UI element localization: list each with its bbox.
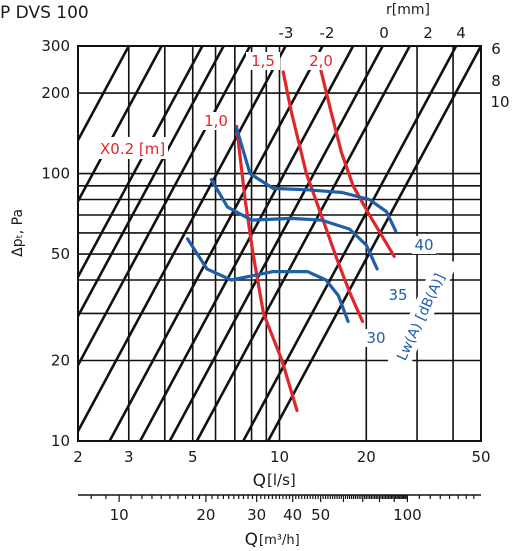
x2-tick-label: 40 xyxy=(283,506,302,524)
sound-label-bg xyxy=(386,286,410,304)
damper-label: 10 xyxy=(490,93,509,111)
x-tick-label: 5 xyxy=(188,448,198,466)
sound-curve xyxy=(186,237,350,323)
x2-tick-label: 50 xyxy=(311,506,330,524)
x2-axis-unit: [m³/h] xyxy=(259,533,300,548)
sound-curve xyxy=(209,177,379,271)
top-axis-label: r[mm] xyxy=(386,2,430,18)
damper-line xyxy=(78,46,252,368)
damper-label: 4 xyxy=(456,24,466,42)
y-axis-label: Δpₜ, Pa xyxy=(10,209,26,257)
sound-curve-label: 30 xyxy=(366,329,385,347)
x-tick-label: 2 xyxy=(73,448,83,466)
damper-line xyxy=(78,46,130,143)
throw-label-bg xyxy=(246,52,280,70)
plot-frame xyxy=(77,45,482,442)
x-tick-label: 10 xyxy=(270,448,289,466)
damper-line xyxy=(139,46,355,441)
y-tick-label: 100 xyxy=(41,165,70,183)
y-tick-label: 50 xyxy=(51,245,70,263)
sound-label-bg xyxy=(364,329,388,347)
y-tick-label: 300 xyxy=(41,37,70,55)
throw-curve-label: 1,5 xyxy=(251,52,275,70)
x2-axis-label: Q xyxy=(245,530,258,550)
y-tick-label: 20 xyxy=(51,352,70,370)
throw-curve-label: 2,0 xyxy=(309,52,333,70)
throw-legend-bg xyxy=(96,137,168,159)
damper-label: 8 xyxy=(491,72,501,90)
x-tick-label: 3 xyxy=(124,448,134,466)
x2-tick-label: 30 xyxy=(247,506,266,524)
x2-tick-label: 20 xyxy=(196,506,215,524)
damper-line xyxy=(168,46,384,441)
chart-title: P DVS 100 xyxy=(0,3,89,23)
throw-curve-label: 1,0 xyxy=(204,112,228,130)
x-tick-label: 20 xyxy=(357,448,376,466)
throw-curve xyxy=(281,70,365,323)
x-axis-label: Q xyxy=(253,471,266,491)
damper-line xyxy=(78,46,204,280)
y-tick-label: 10 xyxy=(51,432,70,450)
throw-label-bg xyxy=(304,52,338,70)
throw-curves xyxy=(235,67,396,413)
sound-curve-label: 40 xyxy=(414,236,433,254)
sound-legend-bg xyxy=(384,254,458,378)
y-tick-label: 200 xyxy=(41,84,70,102)
sound-curve-label: 35 xyxy=(388,286,407,304)
throw-legend: X0.2 [m] xyxy=(100,140,165,158)
x-tick-label: 50 xyxy=(471,448,490,466)
damper-label: 0 xyxy=(379,24,389,42)
throw-curve xyxy=(319,67,396,258)
damper-line xyxy=(78,46,287,434)
grid xyxy=(77,45,482,442)
sound-curves xyxy=(186,126,398,323)
sound-label-bg xyxy=(412,236,436,254)
throw-label-bg xyxy=(199,112,233,130)
throw-curve xyxy=(235,124,299,413)
damper-line xyxy=(78,46,163,204)
damper-line xyxy=(195,46,411,441)
damper-line xyxy=(108,46,324,441)
damper-label: 6 xyxy=(491,40,501,58)
sound-curve xyxy=(235,126,398,233)
damper-line xyxy=(242,46,458,441)
damper-label: 2 xyxy=(423,24,433,42)
damper-line xyxy=(266,46,481,441)
x-axis-unit: [l/s] xyxy=(267,471,296,489)
damper-lines xyxy=(78,46,481,441)
x2-tick-label: 100 xyxy=(393,506,422,524)
damper-label: -3 xyxy=(279,24,294,42)
x2-tick-label: 10 xyxy=(110,506,129,524)
damper-label: -2 xyxy=(320,24,335,42)
damper-line xyxy=(78,46,225,319)
